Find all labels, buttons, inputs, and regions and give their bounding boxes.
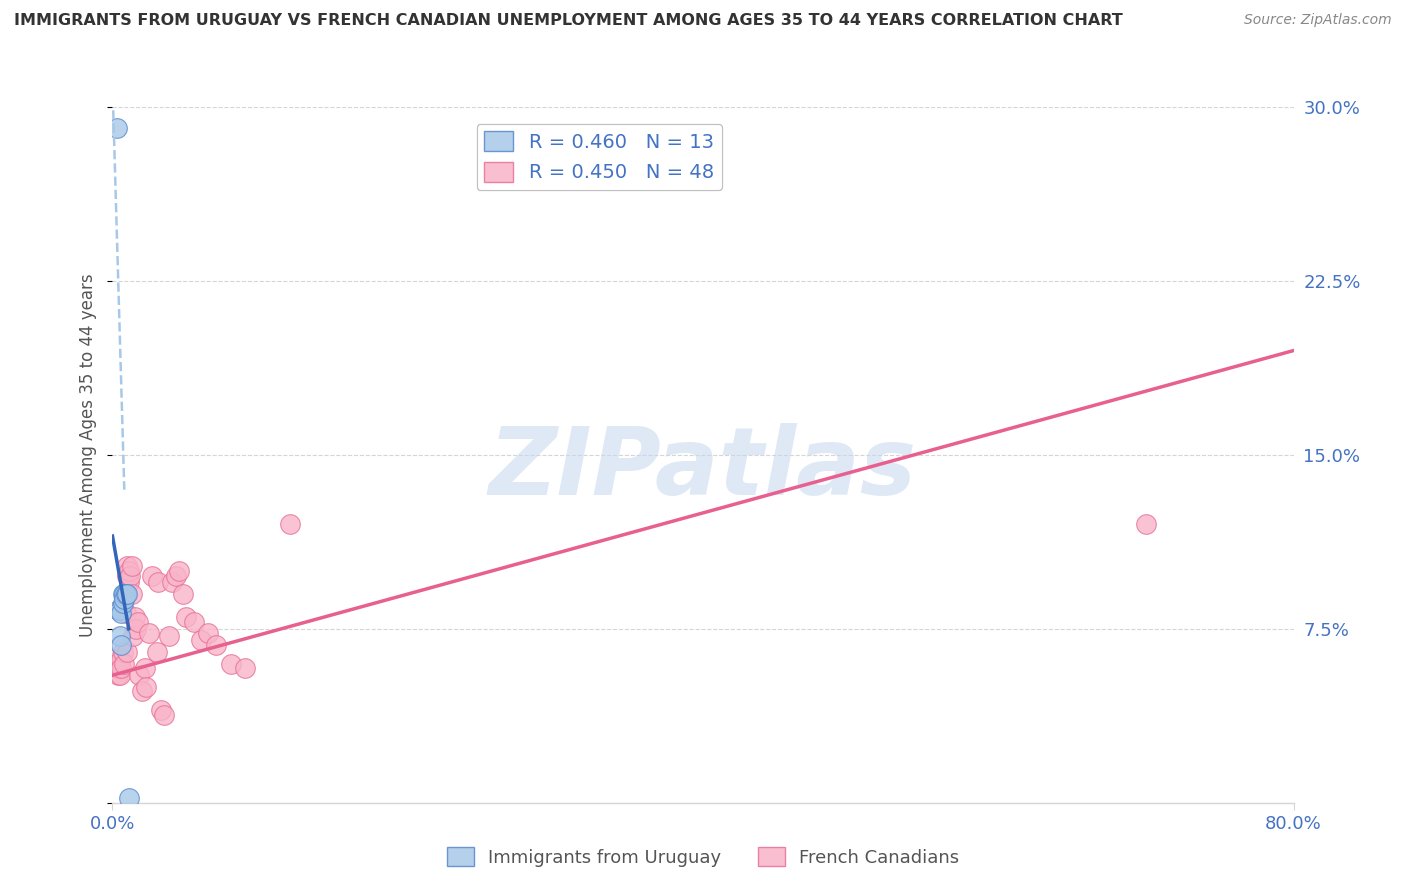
Point: [148, 575, 170, 590]
Point: [104, 652, 127, 666]
Point: [117, 559, 138, 574]
Point: [110, 638, 132, 652]
Point: [118, 575, 141, 590]
Y-axis label: Unemployment Among Ages 35 to 44 years: Unemployment Among Ages 35 to 44 years: [79, 273, 97, 637]
Point: [128, 668, 150, 682]
Point: [125, 622, 148, 636]
Point: [114, 587, 136, 601]
Point: [107, 603, 129, 617]
Point: [118, 791, 141, 805]
Point: [112, 587, 135, 601]
Point: [118, 564, 141, 578]
Point: [108, 603, 131, 617]
Text: ZIPatlas: ZIPatlas: [489, 423, 917, 515]
Point: [122, 629, 145, 643]
Point: [190, 633, 212, 648]
Point: [111, 587, 134, 601]
Point: [131, 684, 153, 698]
Point: [112, 657, 135, 671]
Text: IMMIGRANTS FROM URUGUAY VS FRENCH CANADIAN UNEMPLOYMENT AMONG AGES 35 TO 44 YEAR: IMMIGRANTS FROM URUGUAY VS FRENCH CANADI…: [14, 13, 1123, 29]
Point: [278, 517, 301, 532]
Point: [165, 568, 187, 582]
Point: [134, 661, 156, 675]
Point: [108, 668, 131, 682]
Point: [172, 587, 194, 601]
Legend: Immigrants from Uruguay, French Canadians: Immigrants from Uruguay, French Canadian…: [440, 840, 966, 874]
Point: [219, 657, 242, 671]
Point: [121, 559, 143, 574]
Point: [138, 626, 160, 640]
Point: [112, 591, 135, 606]
Point: [127, 615, 149, 629]
Point: [105, 657, 128, 671]
Point: [114, 587, 136, 601]
Point: [117, 587, 138, 601]
Point: [205, 638, 228, 652]
Point: [117, 568, 138, 582]
Point: [157, 629, 180, 643]
Point: [114, 606, 136, 620]
Point: [135, 680, 157, 694]
Point: [153, 707, 176, 722]
Point: [111, 645, 134, 659]
Point: [197, 626, 219, 640]
Point: [108, 629, 131, 643]
Point: [174, 610, 197, 624]
Legend: R = 0.460   N = 13, R = 0.450   N = 48: R = 0.460 N = 13, R = 0.450 N = 48: [477, 124, 721, 190]
Point: [121, 587, 143, 601]
Point: [160, 575, 183, 590]
Point: [111, 596, 134, 610]
Point: [110, 652, 132, 666]
Point: [150, 703, 173, 717]
Point: [233, 661, 256, 675]
Point: [120, 568, 142, 582]
Point: [141, 568, 163, 582]
Point: [107, 661, 129, 675]
Text: Source: ZipAtlas.com: Source: ZipAtlas.com: [1244, 13, 1392, 28]
Point: [107, 668, 129, 682]
Point: [108, 657, 131, 671]
Point: [117, 645, 138, 659]
Point: [146, 645, 169, 659]
Point: [110, 661, 132, 675]
Point: [167, 564, 190, 578]
Point: [124, 610, 146, 624]
Point: [1135, 517, 1157, 532]
Point: [183, 615, 205, 629]
Point: [105, 120, 128, 135]
Point: [110, 606, 132, 620]
